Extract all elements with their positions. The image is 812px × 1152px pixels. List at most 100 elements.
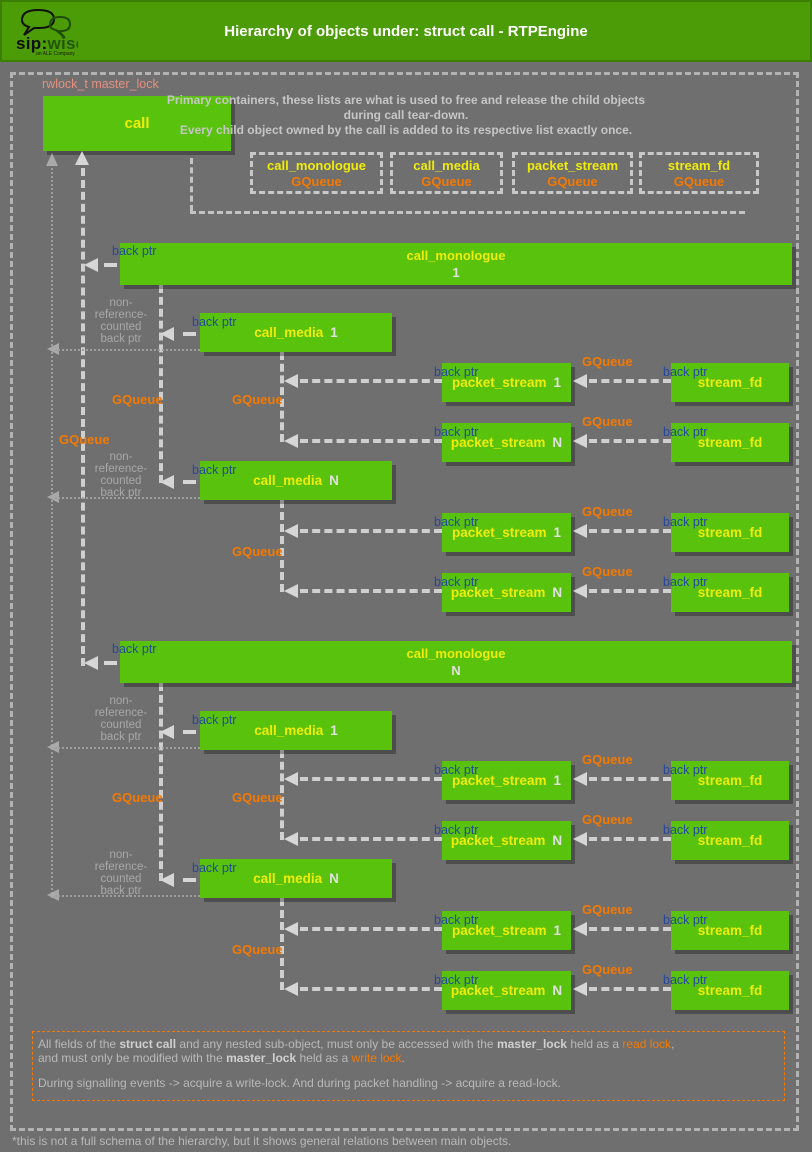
back-ptr-label: back ptr	[434, 913, 479, 927]
sipwise-logo: sip:wise an ALE Company	[16, 8, 78, 56]
gqueue-label: GQueue	[582, 354, 633, 369]
back-ptr-label: back ptr	[663, 763, 708, 777]
node-stream-fd: stream_fd	[671, 761, 789, 800]
back-ptr-dashes	[589, 589, 671, 593]
back-ptr-arrow	[573, 584, 587, 598]
medias-gqueue-line	[159, 285, 163, 483]
back-ptr-label: back ptr	[434, 973, 479, 987]
back-ptr-dashes	[589, 777, 671, 781]
back-ptr-arrow	[573, 524, 587, 538]
containers-connector-vertical	[190, 158, 193, 211]
gqueue-label: GQueue	[582, 902, 633, 917]
back-ptr-arrow	[160, 725, 174, 739]
back-ptr-arrow	[284, 832, 298, 846]
node-stream-fd: stream_fd	[671, 911, 789, 950]
back-ptr-dashes	[300, 837, 442, 841]
nonref-backptr-label: non-reference- counted back ptr	[94, 849, 148, 897]
nonref-dotted-line	[55, 747, 200, 749]
back-ptr-dashes	[300, 589, 442, 593]
back-ptr-arrow	[573, 832, 587, 846]
back-ptr-label: back ptr	[663, 515, 708, 529]
node-call-media-n: call_media N	[200, 461, 392, 500]
intro-line-2: during call tear-down.	[343, 108, 469, 122]
node-call-media-n: call_media N	[200, 859, 392, 898]
node-call-media-1: call_media 1	[200, 711, 392, 750]
back-ptr-label: back ptr	[112, 642, 157, 656]
back-ptr-dashes	[589, 987, 671, 991]
nonref-arrow	[47, 491, 59, 503]
back-ptr-dashes	[589, 439, 671, 443]
back-ptr-dashes	[300, 987, 442, 991]
node-packet-stream-n: packet_stream N	[442, 423, 571, 462]
gqueue-label: GQueue	[582, 564, 633, 579]
back-ptr-dashes	[300, 439, 442, 443]
speech-bubbles-icon	[20, 8, 72, 39]
container-packet-stream: packet_stream GQueue	[512, 152, 633, 194]
node-call-monologue-1: call_monologue 1	[120, 243, 792, 285]
master-lock-label: rwlock_t master_lock	[42, 77, 159, 91]
svg-text:an ALE Company: an ALE Company	[36, 51, 75, 56]
gqueue-label: GQueue	[582, 504, 633, 519]
node-packet-stream-n: packet_stream N	[442, 821, 571, 860]
back-ptr-arrow	[284, 374, 298, 388]
node-call-monologue-n: call_monologue N	[120, 641, 792, 683]
back-ptr-arrow	[284, 434, 298, 448]
footnote: *this is not a full schema of the hierar…	[12, 1134, 512, 1148]
node-stream-fd: stream_fd	[671, 423, 789, 462]
node-packet-stream-n: packet_stream N	[442, 573, 571, 612]
gqueue-label: GQueue	[582, 962, 633, 977]
nonref-dotted-line	[55, 349, 200, 351]
node-stream-fd: stream_fd	[671, 971, 789, 1010]
back-ptr-arrow	[284, 772, 298, 786]
node-packet-stream-1: packet_stream 1	[442, 911, 571, 950]
back-ptr-label: back ptr	[434, 425, 479, 439]
node-call-label: call	[124, 115, 150, 132]
back-ptr-label: back ptr	[663, 823, 708, 837]
gqueue-label: GQueue	[232, 790, 283, 805]
node-packet-stream-1: packet_stream 1	[442, 761, 571, 800]
back-ptr-label: back ptr	[434, 823, 479, 837]
back-ptr-dashes	[300, 777, 442, 781]
back-ptr-arrow-dash	[183, 878, 196, 882]
gqueue-label: GQueue	[112, 790, 163, 805]
gqueue-label: GQueue	[59, 432, 110, 447]
node-packet-stream-1: packet_stream 1	[442, 513, 571, 552]
monologues-gqueue-line	[81, 168, 85, 666]
back-ptr-label: back ptr	[434, 515, 479, 529]
node-call: call	[43, 96, 231, 151]
streams-gqueue-line	[280, 750, 284, 840]
node-call-media-1: call_media 1	[200, 313, 392, 352]
streams-gqueue-line	[280, 352, 284, 442]
back-ptr-arrow-dash	[183, 480, 196, 484]
up-arrow-icon	[75, 151, 89, 165]
gqueue-label: GQueue	[582, 752, 633, 767]
back-ptr-label: back ptr	[663, 425, 708, 439]
back-ptr-arrow	[160, 873, 174, 887]
back-ptr-arrow	[284, 922, 298, 936]
back-ptr-label: back ptr	[434, 365, 479, 379]
back-ptr-arrow	[284, 982, 298, 996]
back-ptr-arrow	[84, 656, 98, 670]
container-call-media: call_media GQueue	[390, 152, 503, 194]
back-ptr-label: back ptr	[192, 713, 237, 727]
nonref-backptr-line	[51, 168, 53, 898]
gqueue-label: GQueue	[232, 392, 283, 407]
node-stream-fd: stream_fd	[671, 573, 789, 612]
back-ptr-label: back ptr	[663, 913, 708, 927]
back-ptr-label: back ptr	[192, 861, 237, 875]
lock-note-line-1: All fields of the struct call and any ne…	[38, 1037, 675, 1051]
nonref-backptr-label: non-reference- counted back ptr	[94, 695, 148, 743]
back-ptr-dashes	[300, 529, 442, 533]
container-call-monologue: call_monologue GQueue	[250, 152, 383, 194]
streams-gqueue-line	[280, 898, 284, 990]
back-ptr-arrow	[573, 982, 587, 996]
nonref-backptr-label: non-reference- counted back ptr	[94, 297, 148, 345]
nonref-arrow	[47, 343, 59, 355]
back-ptr-label: back ptr	[112, 244, 157, 258]
intro-text: Primary containers, these lists are what…	[167, 93, 645, 138]
back-ptr-label: back ptr	[192, 463, 237, 477]
node-stream-fd: stream_fd	[671, 363, 789, 402]
lock-note-line-2: and must only be modified with the maste…	[38, 1050, 405, 1065]
back-ptr-arrow	[284, 584, 298, 598]
